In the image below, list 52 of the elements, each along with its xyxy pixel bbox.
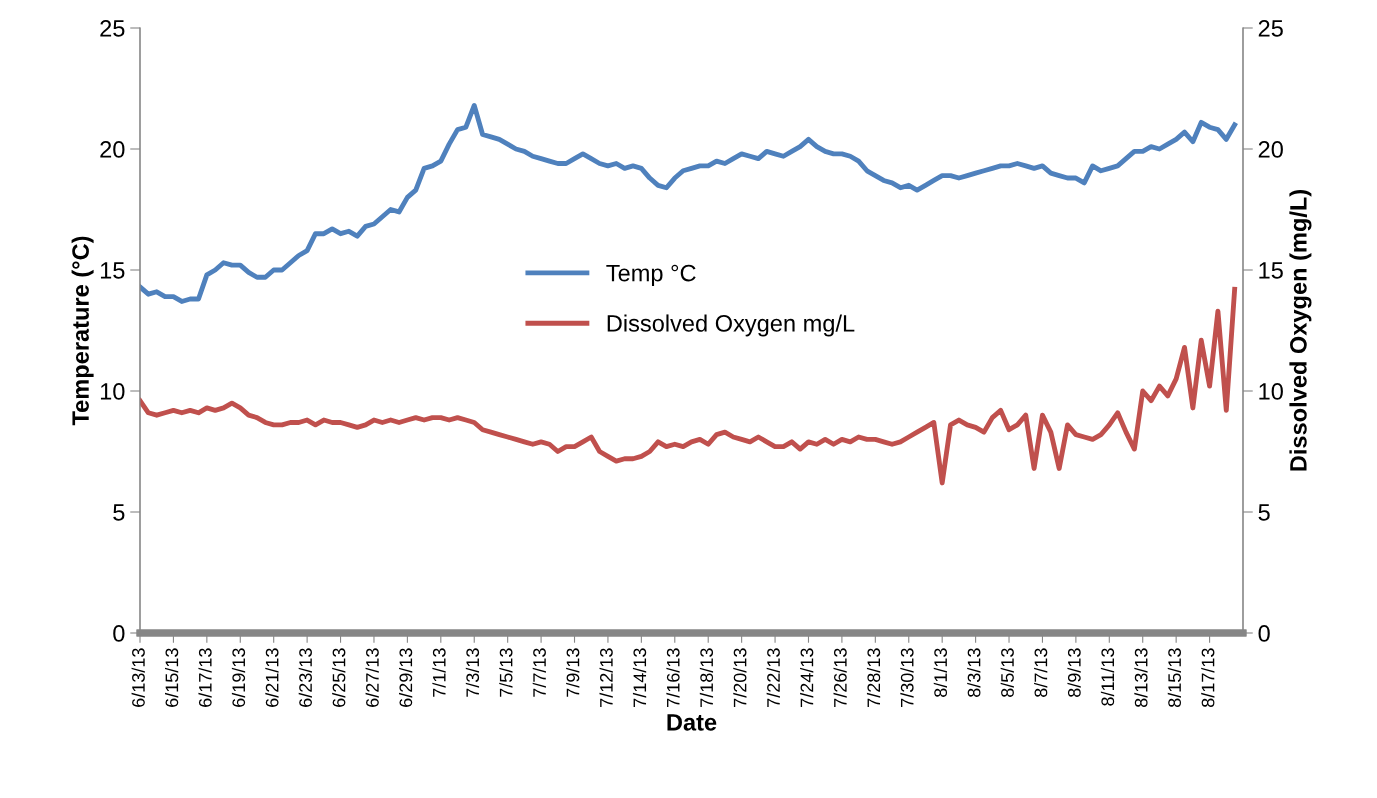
x-tick-label: 6/27/13 xyxy=(365,648,379,707)
legend-label: Temp °C xyxy=(606,264,696,287)
x-tick-label: 6/23/13 xyxy=(298,648,312,707)
x-tick-label: 8/13/13 xyxy=(1134,648,1148,708)
y2-tick-label: 25 xyxy=(1258,20,1283,37)
x-tick-label: 8/15/13 xyxy=(1167,648,1181,708)
x-tick-label: 6/21/13 xyxy=(265,648,279,707)
x-tick-label: 7/12/13 xyxy=(599,648,613,707)
x-tick-label: 8/17/13 xyxy=(1201,648,1215,708)
line-series xyxy=(140,103,1238,304)
x-tick-label: 7/1/13 xyxy=(432,648,446,697)
y2-tick-label: 10 xyxy=(1259,383,1283,400)
y-tick-label: 15 xyxy=(100,262,125,279)
y-tick-label: 10 xyxy=(100,383,125,400)
x-tick-label: 7/5/13 xyxy=(499,648,513,697)
y2-tick-label: 15 xyxy=(1259,262,1283,279)
x-tick-label: 7/30/13 xyxy=(900,648,914,707)
x-tick-label: 8/9/13 xyxy=(1067,648,1081,697)
y-tick-label: 25 xyxy=(100,20,125,37)
y-tick-label: 0 xyxy=(113,625,125,642)
x-tick-label: 7/9/13 xyxy=(566,648,580,697)
y-axis-title: Temperature (°C) xyxy=(71,236,94,426)
x-tick-label: 7/7/13 xyxy=(532,648,546,697)
x-tick-label: 7/18/13 xyxy=(699,648,714,707)
y-tick-label: 5 xyxy=(113,504,125,521)
x-tick-label: 7/20/13 xyxy=(733,648,747,707)
x-tick-label: 7/28/13 xyxy=(866,648,881,707)
y-tick-label: 20 xyxy=(100,141,125,158)
y2-tick-label: 0 xyxy=(1258,625,1270,642)
x-tick-label: 6/17/13 xyxy=(198,648,212,707)
line-series xyxy=(140,286,1238,486)
x-tick-label: 6/15/13 xyxy=(165,648,179,707)
x-tick-label: 8/1/13 xyxy=(933,648,948,697)
x-tick-label: 7/16/13 xyxy=(666,648,680,707)
x-tick-label: 6/29/13 xyxy=(398,648,413,707)
x-tick-label: 6/25/13 xyxy=(332,648,346,707)
x-tick-label: 7/14/13 xyxy=(632,648,647,707)
y2-axis-title: Dissolved Oxygen (mg/L) xyxy=(1289,189,1312,471)
x-axis-title: Date xyxy=(667,714,717,731)
x-tick-label: 8/11/13 xyxy=(1100,648,1115,706)
x-tick-label: 7/22/13 xyxy=(766,648,780,707)
x-tick-label: 7/24/13 xyxy=(800,648,814,707)
x-tick-label: 6/13/13 xyxy=(131,648,145,707)
x-tick-label: 7/3/13 xyxy=(465,648,480,697)
x-tick-label: 8/7/13 xyxy=(1034,648,1048,697)
legend-label: Dissolved Oxygen mg/L xyxy=(607,314,855,337)
x-tick-label: 8/3/13 xyxy=(967,648,981,697)
x-tick-label: 7/26/13 xyxy=(833,648,847,707)
x-tick-label: 8/5/13 xyxy=(1000,648,1014,697)
y2-tick-label: 20 xyxy=(1258,141,1283,158)
y2-tick-label: 5 xyxy=(1258,504,1270,521)
x-tick-label: 6/19/13 xyxy=(231,648,246,707)
